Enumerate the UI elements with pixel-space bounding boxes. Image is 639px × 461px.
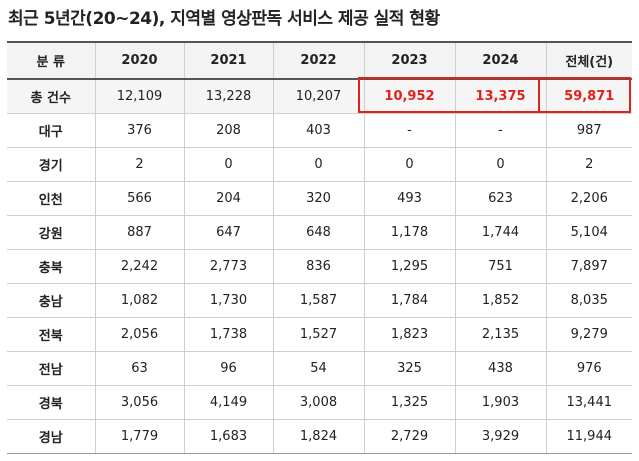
cell-value: 1,325 bbox=[364, 385, 456, 420]
cell-value: 1,852 bbox=[455, 283, 547, 319]
cell-value: 9,279 bbox=[546, 317, 632, 352]
cell-value: 438 bbox=[455, 351, 547, 386]
header-total: 전체(건) bbox=[546, 41, 632, 80]
header-2024: 2024 bbox=[455, 41, 547, 80]
row-label: 충남 bbox=[7, 283, 96, 319]
cell-value: - bbox=[364, 113, 456, 149]
cell-value: 1,683 bbox=[184, 419, 274, 455]
table-row: 인천 566 204 320 493 623 2,206 bbox=[7, 181, 632, 217]
cell-value: 1,903 bbox=[455, 385, 547, 420]
total-row: 총 건수 12,109 13,228 10,207 10,952 13,375 … bbox=[7, 78, 632, 115]
cell-value: 7,897 bbox=[546, 249, 632, 285]
row-label: 경기 bbox=[7, 147, 96, 183]
cell-value: 1,823 bbox=[364, 317, 456, 352]
cell-value: 2,135 bbox=[455, 317, 547, 352]
cell-value: 2,729 bbox=[364, 419, 456, 455]
table-row: 대구 376 208 403 - - 987 bbox=[7, 113, 632, 149]
cell-value: 623 bbox=[455, 181, 547, 217]
cell-value: 11,944 bbox=[546, 419, 632, 455]
row-label: 경북 bbox=[7, 385, 96, 420]
row-label: 전남 bbox=[7, 351, 96, 386]
cell-value: 204 bbox=[184, 181, 274, 217]
header-2023: 2023 bbox=[364, 41, 456, 80]
cell-value: 5,104 bbox=[546, 215, 632, 251]
cell-value: 1,587 bbox=[273, 283, 365, 319]
table-row: 전북 2,056 1,738 1,527 1,823 2,135 9,279 bbox=[7, 317, 632, 352]
cell-value: 3,929 bbox=[455, 419, 547, 455]
page-title: 최근 5년간(20~24), 지역별 영상판독 서비스 제공 실적 현황 bbox=[8, 9, 440, 29]
cell-value: 96 bbox=[184, 351, 274, 386]
header-2022: 2022 bbox=[273, 41, 365, 80]
cell-value: 2,242 bbox=[95, 249, 185, 285]
header-2021: 2021 bbox=[184, 41, 274, 80]
row-label: 대구 bbox=[7, 113, 96, 149]
cell-value: 10,207 bbox=[273, 78, 365, 115]
cell-value: 12,109 bbox=[95, 78, 185, 115]
cell-value: 208 bbox=[184, 113, 274, 149]
cell-value: 0 bbox=[455, 147, 547, 183]
cell-value: 493 bbox=[364, 181, 456, 217]
cell-value-highlighted: 10,952 bbox=[364, 78, 456, 115]
cell-value: 2 bbox=[95, 147, 185, 183]
data-table: 분 류 2020 2021 2022 2023 2024 전체(건) 총 건수 … bbox=[7, 41, 632, 455]
cell-value: 2 bbox=[546, 147, 632, 183]
cell-value: 4,149 bbox=[184, 385, 274, 420]
cell-value: 987 bbox=[546, 113, 632, 149]
cell-value: 836 bbox=[273, 249, 365, 285]
table-row: 경남 1,779 1,683 1,824 2,729 3,929 11,944 bbox=[7, 419, 632, 455]
cell-value: 2,056 bbox=[95, 317, 185, 352]
header-category: 분 류 bbox=[7, 41, 96, 80]
cell-value: 54 bbox=[273, 351, 365, 386]
cell-value: 1,527 bbox=[273, 317, 365, 352]
table-row: 경북 3,056 4,149 3,008 1,325 1,903 13,441 bbox=[7, 385, 632, 420]
cell-value: 1,779 bbox=[95, 419, 185, 455]
cell-value: 0 bbox=[364, 147, 456, 183]
cell-value: 320 bbox=[273, 181, 365, 217]
cell-value: 403 bbox=[273, 113, 365, 149]
header-2020: 2020 bbox=[95, 41, 185, 80]
cell-value: 3,056 bbox=[95, 385, 185, 420]
cell-value-highlighted: 13,375 bbox=[455, 78, 547, 115]
cell-value: 887 bbox=[95, 215, 185, 251]
cell-value: 647 bbox=[184, 215, 274, 251]
row-label: 경남 bbox=[7, 419, 96, 455]
row-label: 강원 bbox=[7, 215, 96, 251]
table-row: 강원 887 647 648 1,178 1,744 5,104 bbox=[7, 215, 632, 251]
cell-value: 976 bbox=[546, 351, 632, 386]
row-label: 인천 bbox=[7, 181, 96, 217]
header-row: 분 류 2020 2021 2022 2023 2024 전체(건) bbox=[7, 41, 632, 80]
cell-value: - bbox=[455, 113, 547, 149]
cell-value: 1,738 bbox=[184, 317, 274, 352]
cell-value: 3,008 bbox=[273, 385, 365, 420]
cell-value: 8,035 bbox=[546, 283, 632, 319]
cell-value: 0 bbox=[184, 147, 274, 183]
cell-value: 1,744 bbox=[455, 215, 547, 251]
cell-value: 2,206 bbox=[546, 181, 632, 217]
table-row: 충북 2,242 2,773 836 1,295 751 7,897 bbox=[7, 249, 632, 285]
row-label: 충북 bbox=[7, 249, 96, 285]
cell-value: 2,773 bbox=[184, 249, 274, 285]
cell-value: 325 bbox=[364, 351, 456, 386]
cell-value: 13,441 bbox=[546, 385, 632, 420]
cell-value: 13,228 bbox=[184, 78, 274, 115]
cell-value: 376 bbox=[95, 113, 185, 149]
cell-value: 1,295 bbox=[364, 249, 456, 285]
cell-value: 1,730 bbox=[184, 283, 274, 319]
table-row: 충남 1,082 1,730 1,587 1,784 1,852 8,035 bbox=[7, 283, 632, 319]
cell-value: 1,178 bbox=[364, 215, 456, 251]
cell-value: 63 bbox=[95, 351, 185, 386]
row-label: 전북 bbox=[7, 317, 96, 352]
table-row: 경기 2 0 0 0 0 2 bbox=[7, 147, 632, 183]
table-row: 전남 63 96 54 325 438 976 bbox=[7, 351, 632, 386]
cell-value: 1,824 bbox=[273, 419, 365, 455]
cell-value-highlighted: 59,871 bbox=[546, 78, 632, 115]
cell-value: 648 bbox=[273, 215, 365, 251]
cell-value: 751 bbox=[455, 249, 547, 285]
cell-value: 0 bbox=[273, 147, 365, 183]
cell-value: 1,082 bbox=[95, 283, 185, 319]
cell-value: 566 bbox=[95, 181, 185, 217]
cell-value: 1,784 bbox=[364, 283, 456, 319]
row-label: 총 건수 bbox=[7, 78, 96, 115]
